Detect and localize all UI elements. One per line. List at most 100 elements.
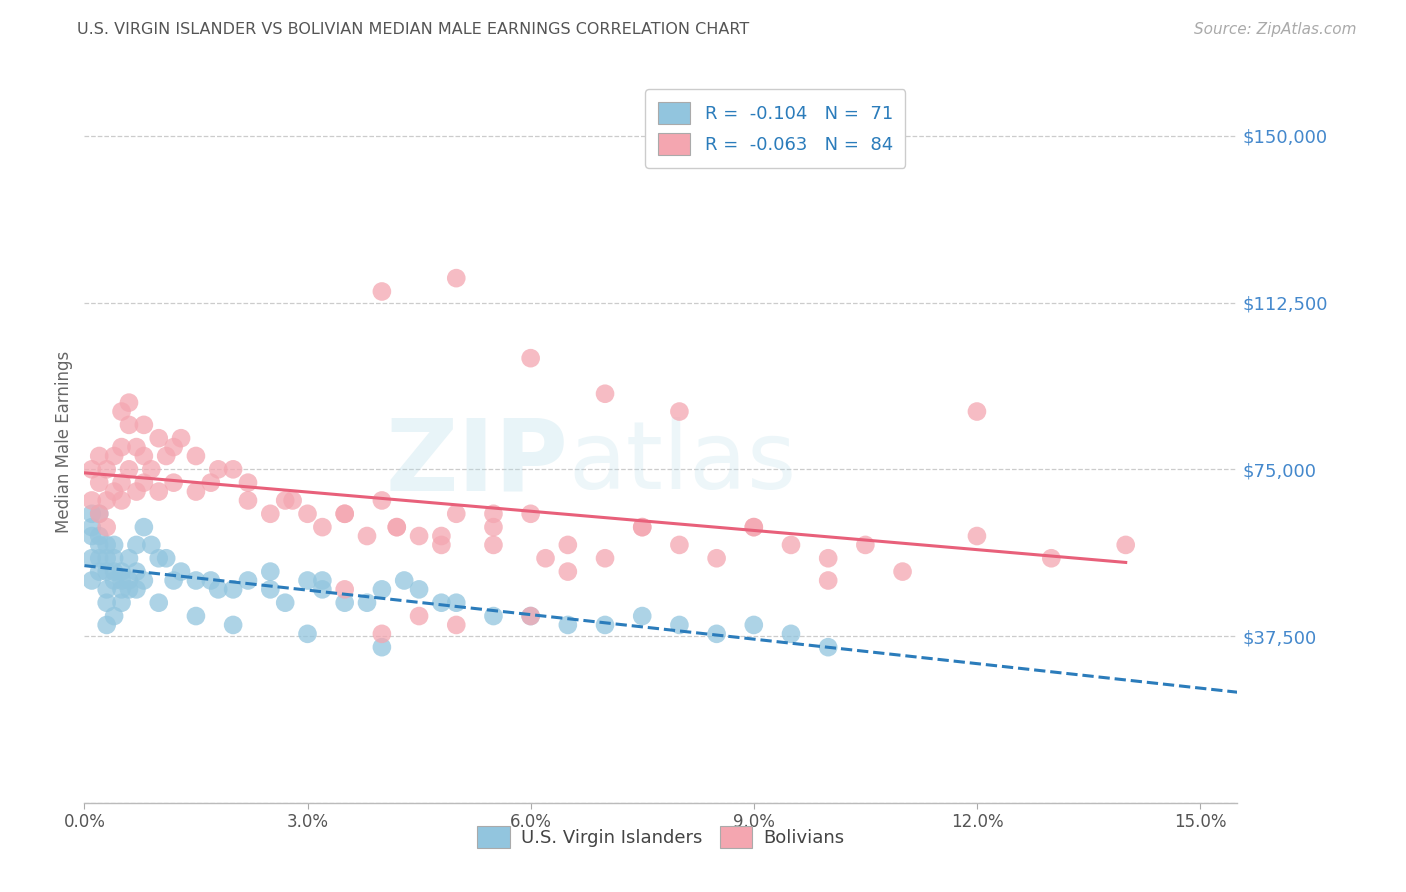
Point	[281, 493, 304, 508]
Point	[408, 582, 430, 597]
Text: Source: ZipAtlas.com: Source: ZipAtlas.com	[1194, 22, 1357, 37]
Point	[371, 582, 394, 597]
Point	[96, 520, 118, 534]
Point	[236, 574, 259, 588]
Point	[311, 582, 333, 597]
Point	[371, 640, 394, 655]
Y-axis label: Median Male Earnings: Median Male Earnings	[55, 351, 73, 533]
Text: ZIP: ZIP	[385, 415, 568, 512]
Point	[207, 462, 229, 476]
Point	[80, 520, 103, 534]
Point	[118, 417, 141, 432]
Point	[89, 507, 111, 521]
Point	[593, 386, 616, 401]
Point	[89, 449, 111, 463]
Point	[96, 582, 118, 597]
Point	[371, 627, 394, 641]
Point	[333, 596, 356, 610]
Point	[125, 582, 148, 597]
Point	[103, 609, 125, 624]
Point	[668, 538, 690, 552]
Point	[184, 574, 207, 588]
Point	[742, 520, 765, 534]
Point	[110, 440, 132, 454]
Point	[80, 574, 103, 588]
Point	[132, 449, 155, 463]
Point	[446, 507, 468, 521]
Point	[141, 538, 163, 552]
Point	[482, 520, 505, 534]
Point	[96, 565, 118, 579]
Point	[132, 475, 155, 490]
Point	[89, 507, 111, 521]
Point	[110, 475, 132, 490]
Point	[482, 507, 505, 521]
Point	[742, 520, 765, 534]
Point	[200, 574, 222, 588]
Point	[118, 574, 141, 588]
Point	[371, 493, 394, 508]
Point	[148, 484, 170, 499]
Point	[534, 551, 557, 566]
Point	[184, 484, 207, 499]
Point	[446, 596, 468, 610]
Point	[96, 493, 118, 508]
Point	[817, 551, 839, 566]
Point	[96, 596, 118, 610]
Point	[118, 551, 141, 566]
Point	[89, 475, 111, 490]
Point	[89, 529, 111, 543]
Point	[356, 529, 378, 543]
Point	[311, 574, 333, 588]
Point	[118, 395, 141, 409]
Point	[222, 582, 245, 597]
Point	[103, 565, 125, 579]
Point	[200, 475, 222, 490]
Point	[148, 596, 170, 610]
Point	[80, 507, 103, 521]
Point	[966, 404, 988, 418]
Point	[274, 493, 297, 508]
Point	[96, 618, 118, 632]
Point	[430, 529, 453, 543]
Point	[162, 440, 184, 454]
Point	[706, 551, 728, 566]
Point	[557, 565, 579, 579]
Point	[446, 618, 468, 632]
Point	[89, 565, 111, 579]
Point	[631, 520, 654, 534]
Text: U.S. VIRGIN ISLANDER VS BOLIVIAN MEDIAN MALE EARNINGS CORRELATION CHART: U.S. VIRGIN ISLANDER VS BOLIVIAN MEDIAN …	[77, 22, 749, 37]
Point	[311, 520, 333, 534]
Point	[706, 627, 728, 641]
Point	[519, 609, 541, 624]
Point	[297, 574, 319, 588]
Point	[385, 520, 408, 534]
Point	[103, 551, 125, 566]
Point	[155, 449, 177, 463]
Point	[385, 520, 408, 534]
Point	[780, 538, 803, 552]
Point	[162, 475, 184, 490]
Point	[125, 565, 148, 579]
Point	[668, 404, 690, 418]
Point	[742, 618, 765, 632]
Point	[222, 618, 245, 632]
Point	[170, 431, 193, 445]
Point	[1040, 551, 1063, 566]
Point	[557, 538, 579, 552]
Point	[631, 520, 654, 534]
Point	[125, 440, 148, 454]
Point	[557, 618, 579, 632]
Point	[80, 529, 103, 543]
Point	[103, 484, 125, 499]
Point	[170, 565, 193, 579]
Point	[96, 462, 118, 476]
Point	[162, 574, 184, 588]
Point	[817, 574, 839, 588]
Point	[668, 618, 690, 632]
Legend: U.S. Virgin Islanders, Bolivians: U.S. Virgin Islanders, Bolivians	[470, 819, 852, 855]
Point	[96, 551, 118, 566]
Point	[297, 627, 319, 641]
Point	[110, 404, 132, 418]
Point	[118, 582, 141, 597]
